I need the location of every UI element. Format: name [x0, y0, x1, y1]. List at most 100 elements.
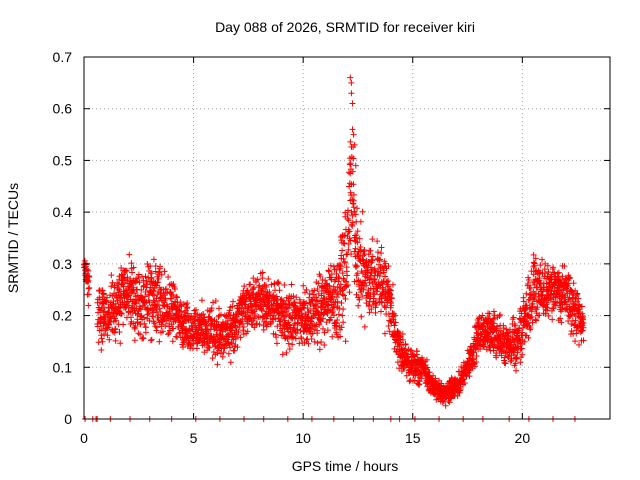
data-point	[293, 294, 300, 301]
data-point	[340, 255, 347, 262]
plot-frame	[83, 56, 611, 420]
data-point	[220, 349, 227, 356]
data-point	[493, 354, 500, 361]
data-point	[529, 303, 536, 310]
data-point	[151, 298, 158, 305]
data-point	[580, 337, 587, 344]
data-point	[536, 275, 543, 282]
data-point	[256, 282, 263, 289]
data-point	[321, 342, 328, 349]
data-point	[129, 269, 136, 276]
data-point	[307, 307, 314, 314]
data-point	[108, 283, 115, 290]
data-point	[352, 245, 359, 252]
data-point	[536, 312, 543, 319]
data-point	[288, 314, 295, 321]
data-point	[338, 299, 345, 306]
data-point	[288, 281, 295, 288]
data-point	[544, 262, 551, 269]
data-point	[424, 364, 431, 371]
data-point	[378, 308, 385, 315]
data-point	[529, 319, 536, 326]
data-point	[286, 346, 293, 353]
data-point	[276, 287, 283, 294]
data-point	[339, 270, 346, 277]
data-point	[120, 271, 127, 278]
data-point	[382, 273, 389, 280]
data-point	[572, 338, 579, 345]
data-point	[461, 380, 468, 387]
data-point	[131, 290, 138, 297]
data-point	[141, 304, 148, 311]
data-point	[575, 295, 582, 302]
data-point	[134, 319, 141, 326]
data-point	[561, 263, 568, 270]
data-point	[380, 269, 387, 276]
data-point	[251, 310, 258, 317]
data-point	[127, 308, 134, 315]
data-point	[194, 330, 201, 337]
data-point	[348, 79, 355, 86]
data-point	[146, 299, 153, 306]
data-point	[404, 353, 411, 360]
data-point	[303, 336, 310, 343]
data-point	[157, 294, 164, 301]
data-point	[118, 310, 125, 317]
data-point	[208, 305, 215, 312]
data-point	[312, 305, 319, 312]
data-point	[580, 324, 587, 331]
x-tick-label: 5	[190, 430, 198, 446]
data-point	[234, 344, 241, 351]
data-point	[558, 287, 565, 294]
data-point	[225, 350, 232, 357]
data-point	[374, 238, 381, 245]
data-point	[136, 303, 143, 310]
data-point	[502, 360, 509, 367]
data-point	[466, 373, 473, 380]
data-point	[499, 342, 506, 349]
data-point	[104, 332, 111, 339]
axis-ticks: 0 0.1 0.2 0.3 0.4 0.5 0.6 0.7 0 5 10 15 20	[53, 49, 610, 446]
data-point	[162, 322, 169, 329]
data-point	[157, 308, 164, 315]
data-point	[550, 264, 557, 271]
data-point	[333, 331, 340, 338]
data-point	[470, 349, 477, 356]
data-point	[512, 360, 519, 367]
data-point	[329, 333, 336, 340]
data-point	[535, 290, 542, 297]
data-point	[350, 181, 357, 188]
data-point	[311, 287, 318, 294]
data-point	[126, 251, 133, 258]
data-point	[133, 278, 140, 285]
data-point	[521, 338, 528, 345]
data-point	[554, 270, 561, 277]
data-point	[379, 284, 386, 291]
data-point	[342, 338, 349, 345]
data-point	[275, 280, 282, 287]
data-point	[531, 262, 538, 269]
data-point	[335, 311, 342, 318]
data-point	[94, 323, 101, 330]
data-point	[399, 331, 406, 338]
data-point	[549, 316, 556, 323]
data-point	[568, 321, 575, 328]
data-point	[144, 281, 151, 288]
data-point	[545, 268, 552, 275]
data-point	[338, 324, 345, 331]
data-point	[316, 346, 323, 353]
data-point	[170, 325, 177, 332]
data-point	[342, 295, 349, 302]
data-point	[274, 279, 281, 286]
data-point	[533, 317, 540, 324]
data-point	[354, 239, 361, 246]
data-point	[142, 273, 149, 280]
y-tick-label: 0.7	[53, 49, 73, 65]
data-point	[344, 215, 351, 222]
data-point	[357, 218, 364, 225]
data-point	[163, 285, 170, 292]
data-point	[273, 293, 280, 300]
data-point	[142, 300, 149, 307]
data-point	[170, 292, 177, 299]
data-point	[355, 302, 362, 309]
